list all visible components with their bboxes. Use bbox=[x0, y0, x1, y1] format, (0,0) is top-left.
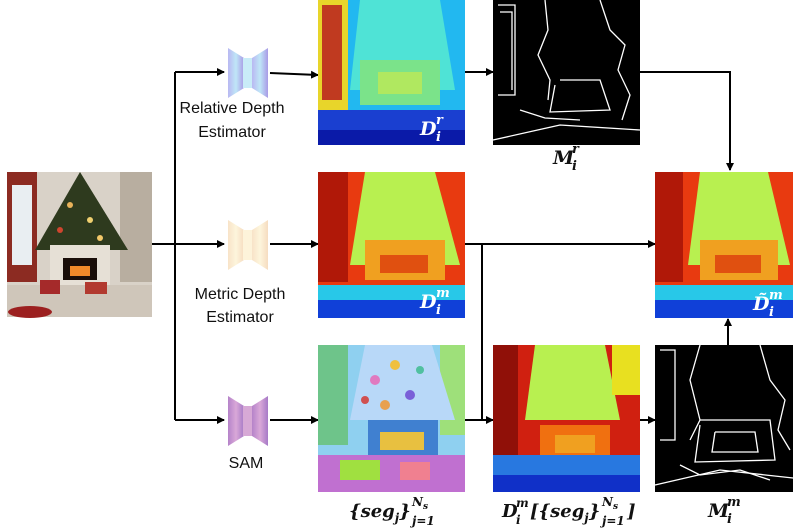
label-base: D bbox=[419, 291, 437, 313]
segments-label: {segj} j=1 Ns bbox=[349, 495, 435, 528]
masked-depth-label: D m i [{segj} j=1 Ns ] bbox=[501, 495, 636, 528]
label-base: seg bbox=[360, 501, 395, 522]
label-brace: } bbox=[589, 501, 601, 522]
masked-depth-image bbox=[493, 345, 640, 492]
label-sub: j=1 bbox=[600, 514, 625, 528]
label-sub: i bbox=[572, 159, 577, 174]
estimator-label: Relative Depth bbox=[180, 100, 285, 117]
estimator-label: Estimator bbox=[198, 124, 266, 141]
refined-depth-label: D̃ bbox=[752, 293, 770, 315]
sam-icon bbox=[228, 396, 268, 446]
diagram: Relative Depth Estimator Metric Depth Es… bbox=[0, 0, 794, 531]
label-sup-sub: s bbox=[613, 502, 618, 512]
label-sub: i bbox=[516, 513, 521, 527]
label-sup: Ns bbox=[411, 495, 428, 512]
metric-depth-estimator-icon bbox=[228, 220, 268, 270]
label-brace: } bbox=[399, 501, 411, 522]
input-image bbox=[7, 172, 152, 318]
label-sup: r bbox=[436, 113, 444, 128]
label-bracket: ] bbox=[626, 501, 636, 522]
relative-depth-label: D bbox=[419, 118, 437, 140]
label-seg: seg bbox=[549, 501, 584, 522]
arrow bbox=[640, 72, 730, 170]
relative-depth-estimator-icon bbox=[228, 48, 268, 98]
label-main: {segj} bbox=[349, 501, 411, 525]
label-sup: m bbox=[727, 495, 741, 510]
label-sup: m bbox=[769, 288, 783, 303]
label-sup: m bbox=[516, 496, 529, 510]
label-sub: j=1 bbox=[410, 514, 435, 528]
arrow bbox=[482, 244, 493, 420]
label-brace: { bbox=[539, 501, 551, 522]
label-sub: i bbox=[436, 130, 441, 145]
relative-mask-image bbox=[493, 0, 640, 145]
estimator-label: Metric Depth bbox=[195, 286, 286, 303]
label-base: D̃ bbox=[752, 293, 770, 315]
metric-mask-image bbox=[655, 345, 793, 492]
label-sup: m bbox=[436, 286, 450, 301]
segments-image bbox=[318, 345, 465, 492]
label-sup: Ns bbox=[601, 495, 618, 512]
label-brace: { bbox=[349, 501, 361, 522]
metric-depth-label: D bbox=[419, 291, 437, 313]
label-sub: i bbox=[769, 305, 774, 320]
arrow bbox=[270, 73, 318, 75]
estimator-label: Estimator bbox=[206, 309, 274, 326]
label-base: D bbox=[419, 118, 437, 140]
relative-depth-image bbox=[318, 0, 465, 145]
label-main: [{segj} bbox=[530, 501, 600, 525]
label-sub: i bbox=[727, 512, 732, 527]
label-sub: i bbox=[436, 303, 441, 318]
label-sup-sub: s bbox=[423, 502, 428, 512]
estimator-label: SAM bbox=[229, 455, 264, 472]
label-sup: r bbox=[572, 142, 580, 157]
